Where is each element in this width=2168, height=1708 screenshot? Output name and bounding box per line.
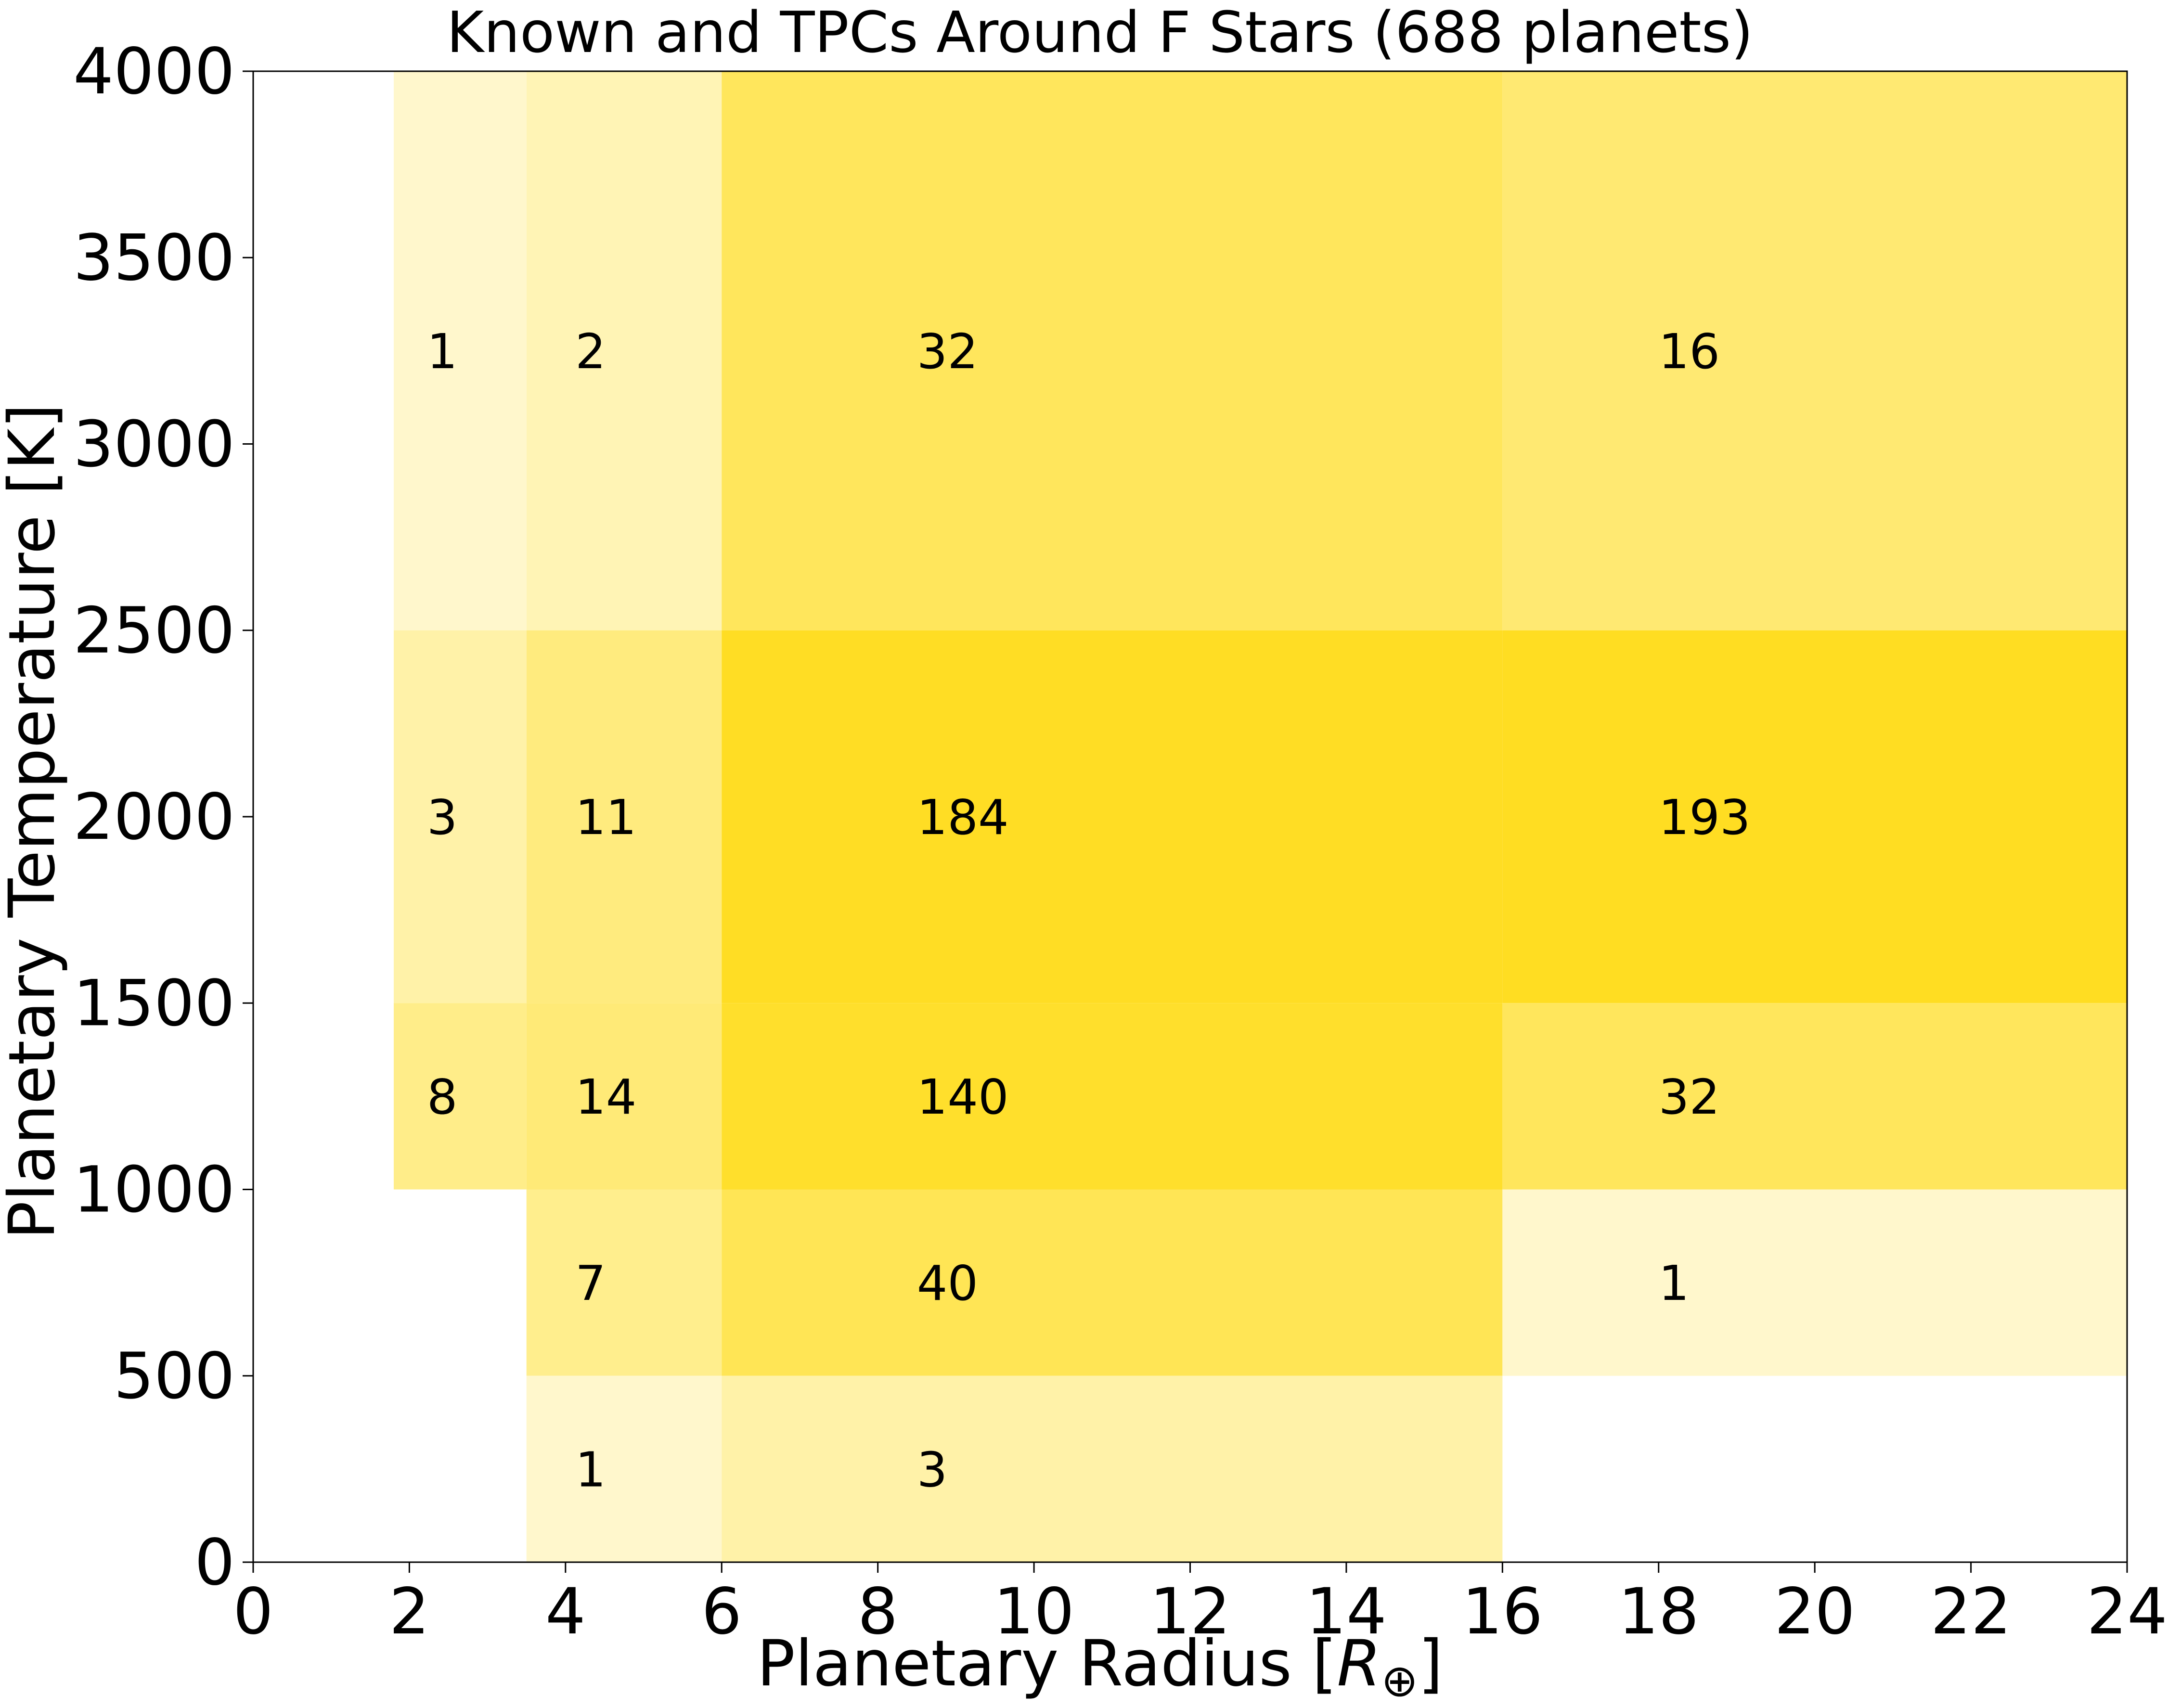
heatmap-cell [722, 71, 1503, 630]
heatmap-cell [526, 1375, 722, 1562]
y-tick-label: 500 [114, 1339, 235, 1413]
x-tick-label: 10 [994, 1575, 1074, 1649]
x-tick-label: 0 [233, 1575, 273, 1649]
x-tick-label: 14 [1306, 1575, 1387, 1649]
x-axis-label-subscript: ⊕ [1381, 1655, 1418, 1707]
y-tick-label: 0 [194, 1526, 235, 1600]
heatmap-cell [1502, 71, 2127, 630]
heatmap-cell [1502, 1003, 2127, 1190]
x-tick-label: 2 [389, 1575, 429, 1649]
heatmap-cell-label: 193 [1659, 789, 1751, 846]
heatmap-cell-label: 3 [427, 789, 458, 846]
heatmap-cell [393, 1003, 527, 1190]
heatmap-cell [526, 1189, 722, 1376]
heatmap-cell [393, 630, 527, 1003]
heatmap-cell [722, 630, 1503, 1003]
x-axis-label-text: Planetary Radius [ [757, 1627, 1337, 1701]
heatmap-cell-label: 7 [575, 1255, 606, 1311]
heatmap-cell-label: 11 [575, 789, 636, 846]
heatmap-cell [722, 1375, 1503, 1562]
x-tick-label: 4 [545, 1575, 586, 1649]
heatmap-cell-label: 40 [917, 1255, 978, 1311]
heatmap-cell [722, 1189, 1503, 1376]
heatmap-cell [526, 630, 722, 1003]
heatmap-cell-label: 140 [917, 1069, 1009, 1125]
x-tick-label: 20 [1774, 1575, 1855, 1649]
heatmap-cell [1502, 1189, 2127, 1376]
y-axis-ticks: 0 500 1000 1500 2000 2500 3000 3500 4000 [73, 35, 253, 1600]
heatmap-cell [722, 1003, 1503, 1190]
heatmap-cell-label: 3 [917, 1441, 948, 1498]
heatmap-cell [526, 1003, 722, 1190]
heatmap-cell-label: 1 [1659, 1255, 1690, 1311]
y-tick-label: 2000 [73, 780, 235, 854]
heatmap-cell [1502, 630, 2127, 1003]
heatmap-cell-label: 16 [1659, 323, 1720, 380]
y-tick-label: 3500 [73, 221, 235, 295]
x-tick-label: 6 [701, 1575, 742, 1649]
x-tick-label: 8 [858, 1575, 898, 1649]
y-tick-label: 1000 [73, 1153, 235, 1227]
x-tick-label: 12 [1150, 1575, 1231, 1649]
x-tick-label: 24 [2087, 1575, 2168, 1649]
y-tick-label: 4000 [73, 35, 235, 109]
y-tick-label: 2500 [73, 594, 235, 668]
heatmap-cell-label: 2 [575, 323, 606, 380]
heatmap-cell-label: 14 [575, 1069, 636, 1125]
heatmap-cell [526, 71, 722, 630]
heatmap-cell-label: 1 [427, 323, 458, 380]
heatmap-cell-label: 1 [575, 1441, 606, 1498]
x-tick-label: 16 [1462, 1575, 1543, 1649]
heatmap-cell-label: 8 [427, 1069, 458, 1125]
y-tick-label: 1500 [73, 966, 235, 1040]
x-tick-label: 18 [1618, 1575, 1699, 1649]
x-axis-label: Planetary Radius [R⊕] [757, 1627, 1443, 1707]
heatmap-cell [393, 71, 527, 630]
x-axis-ticks: 0 2 4 6 8 10 12 14 16 18 20 22 24 [233, 1562, 2168, 1649]
y-axis-label: Planetary Temperature [K] [0, 404, 69, 1240]
heatmap-cell-label: 32 [1659, 1069, 1720, 1125]
heatmap-cell-label: 32 [917, 323, 978, 380]
heatmap-cell-label: 184 [917, 789, 1009, 846]
heatmap-cells [393, 71, 2127, 1562]
x-axis-label-symbol: R [1337, 1627, 1381, 1701]
x-axis-label-close: ] [1418, 1627, 1443, 1701]
chart-title: Known and TPCs Around F Stars (688 plane… [447, 0, 1753, 65]
x-tick-label: 22 [1931, 1575, 2012, 1649]
y-tick-label: 3000 [73, 408, 235, 482]
